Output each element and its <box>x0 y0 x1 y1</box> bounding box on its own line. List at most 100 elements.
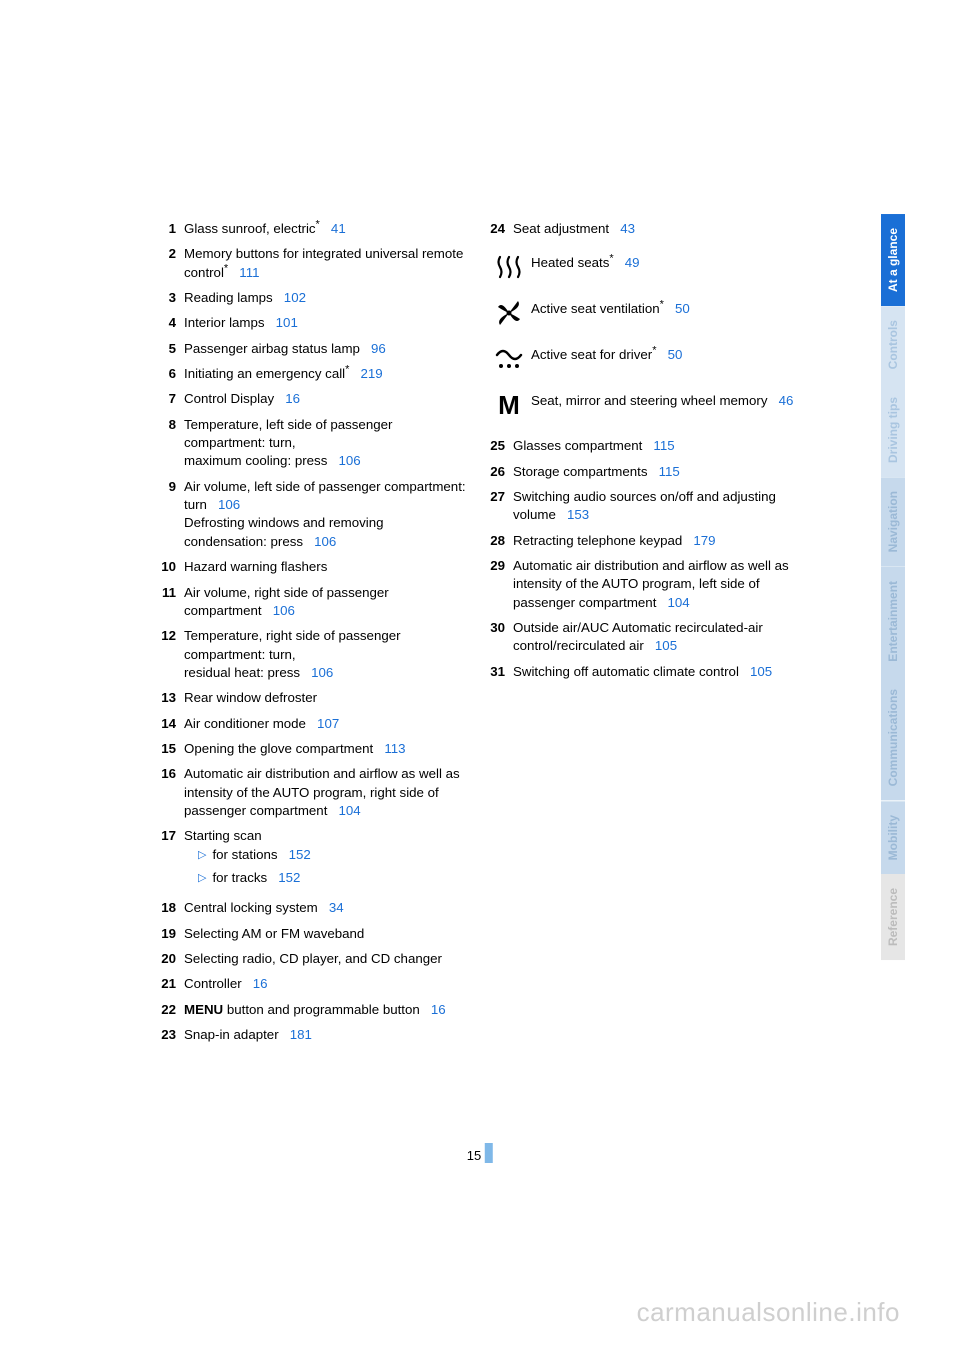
page-ref[interactable]: 105 <box>750 664 772 679</box>
side-tabs: At a glanceControlsDriving tipsNavigatio… <box>881 214 907 960</box>
page-ref[interactable]: 102 <box>284 290 306 305</box>
item-text: Starting scan▷for stations 152▷for track… <box>184 827 469 892</box>
item-text: Opening the glove compartment 113 <box>184 740 469 758</box>
page-ref[interactable]: 111 <box>239 265 259 280</box>
sub-item: ▷for tracks 152 <box>198 869 469 887</box>
list-item: 23Snap-in adapter 181 <box>158 1026 469 1044</box>
side-tab[interactable]: Navigation <box>881 477 905 566</box>
page-ref[interactable]: 96 <box>371 341 386 356</box>
sub-text: for stations 152 <box>212 846 310 864</box>
page-ref[interactable]: 106 <box>218 497 240 512</box>
text-span: Initiating an emergency call <box>184 366 345 381</box>
text-span: Automatic air distribution and airflow a… <box>184 766 460 818</box>
item-number: 15 <box>158 740 184 758</box>
item-number: 3 <box>158 289 184 307</box>
page-ref[interactable]: 153 <box>567 507 589 522</box>
list-item: 2Memory buttons for integrated universal… <box>158 245 469 282</box>
text-span: Control Display <box>184 391 274 406</box>
item-text: Hazard warning flashers <box>184 558 469 576</box>
item-number: 10 <box>158 558 184 576</box>
item-text: Central locking system 34 <box>184 899 469 917</box>
side-tab[interactable]: Reference <box>881 874 905 960</box>
page-ref[interactable]: 106 <box>273 603 295 618</box>
text-span: Controller <box>184 976 242 991</box>
page-ref[interactable]: 46 <box>779 393 794 408</box>
side-tab[interactable]: Driving tips <box>881 383 905 477</box>
page-ref[interactable]: 152 <box>278 870 300 885</box>
page-ref[interactable]: 115 <box>653 438 674 453</box>
list-item: 8Temperature, left side of passenger com… <box>158 416 469 471</box>
item-text: Temperature, right side of passenger com… <box>184 627 469 682</box>
page-ref[interactable]: 104 <box>338 803 360 818</box>
page-ref[interactable]: 16 <box>431 1002 446 1017</box>
sub-text: for tracks 152 <box>212 869 300 887</box>
page-ref[interactable]: 179 <box>693 533 715 548</box>
page-ref[interactable]: 106 <box>338 453 360 468</box>
side-tab[interactable]: Controls <box>881 306 905 383</box>
text-span: Outside air/AUC Automatic recirculated-a… <box>513 620 763 653</box>
page-ref[interactable]: 113 <box>384 741 405 756</box>
list-item: 30Outside air/AUC Automatic recirculated… <box>487 619 798 656</box>
page-number: 15 <box>467 1143 493 1163</box>
list-item: 5Passenger airbag status lamp 96 <box>158 340 469 358</box>
page-ref[interactable]: 106 <box>314 534 336 549</box>
text-span: Storage compartments <box>513 464 648 479</box>
page-ref[interactable]: 43 <box>620 221 635 236</box>
page-ref[interactable]: 16 <box>285 391 300 406</box>
item-text: Passenger airbag status lamp 96 <box>184 340 469 358</box>
side-tab[interactable]: Communications <box>881 675 905 800</box>
page-ref[interactable]: 181 <box>290 1027 312 1042</box>
text-span: for tracks <box>212 870 267 885</box>
item-number: 24 <box>487 220 513 238</box>
item-number: 20 <box>158 950 184 968</box>
list-item: 6Initiating an emergency call* 219 <box>158 365 469 383</box>
text-span: Seat, mirror and steering wheel memory <box>531 393 767 408</box>
list-item: 28Retracting telephone keypad 179 <box>487 532 798 550</box>
page-ref[interactable]: 50 <box>675 301 690 316</box>
side-tab[interactable]: At a glance <box>881 214 905 306</box>
item-number: 25 <box>487 437 513 455</box>
page-ref[interactable]: 107 <box>317 716 339 731</box>
icon-row: Active seat for driver* 50 <box>487 345 798 373</box>
triangle-icon: ▷ <box>198 846 206 864</box>
list-item: 16Automatic air distribution and airflow… <box>158 765 469 820</box>
page-ref[interactable]: 50 <box>668 347 683 362</box>
item-text: Selecting radio, CD player, and CD chang… <box>184 950 469 968</box>
left-column: 1Glass sunroof, electric* 412Memory butt… <box>158 220 469 1051</box>
M-icon: M <box>487 391 531 419</box>
item-text: Switching audio sources on/off and adjus… <box>513 488 798 525</box>
item-number: 1 <box>158 220 184 238</box>
text-span: Opening the glove compartment <box>184 741 373 756</box>
text-span: Glasses compartment <box>513 438 642 453</box>
list-item: 31Switching off automatic climate contro… <box>487 663 798 681</box>
item-number: 6 <box>158 365 184 383</box>
item-number: 14 <box>158 715 184 733</box>
text-span: Retracting telephone keypad <box>513 533 682 548</box>
list-item: 25Glasses compartment 115 <box>487 437 798 455</box>
page-ref[interactable]: 106 <box>311 665 333 680</box>
text-span: Selecting AM or FM waveband <box>184 926 364 941</box>
text-span: maximum cooling: press <box>184 453 327 468</box>
page-ref[interactable]: 16 <box>253 976 268 991</box>
page-ref[interactable]: 105 <box>655 638 677 653</box>
page-ref[interactable]: 101 <box>276 315 298 330</box>
page-ref[interactable]: 219 <box>361 366 383 381</box>
page-ref[interactable]: 41 <box>331 221 346 236</box>
page-ref[interactable]: 34 <box>329 900 344 915</box>
text-span: Active seat ventilation <box>531 301 660 316</box>
page-ref[interactable]: 104 <box>667 595 689 610</box>
item-text: Switching off automatic climate control … <box>513 663 798 681</box>
page-ref[interactable]: 49 <box>625 255 640 270</box>
text-span: MENU <box>184 1002 223 1017</box>
side-tab[interactable]: Entertainment <box>881 567 905 676</box>
item-number: 2 <box>158 245 184 282</box>
item-number: 16 <box>158 765 184 820</box>
item-number: 9 <box>158 478 184 551</box>
text-span: Reading lamps <box>184 290 273 305</box>
side-tab[interactable]: Mobility <box>881 801 905 874</box>
icon-text: Active seat ventilation* 50 <box>531 299 798 316</box>
page-ref[interactable]: 152 <box>289 847 311 862</box>
page-ref[interactable]: 115 <box>659 464 680 479</box>
item-text: Initiating an emergency call* 219 <box>184 365 469 383</box>
text-span: Active seat for driver <box>531 347 652 362</box>
